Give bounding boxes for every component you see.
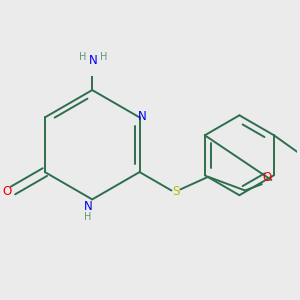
Text: N: N — [84, 200, 92, 213]
Text: O: O — [262, 171, 272, 184]
Text: H: H — [84, 212, 92, 222]
Text: N: N — [89, 54, 98, 67]
Text: H: H — [79, 52, 86, 62]
Text: O: O — [3, 185, 12, 198]
Text: H: H — [100, 52, 107, 62]
Text: S: S — [172, 185, 180, 198]
Text: N: N — [138, 110, 147, 123]
